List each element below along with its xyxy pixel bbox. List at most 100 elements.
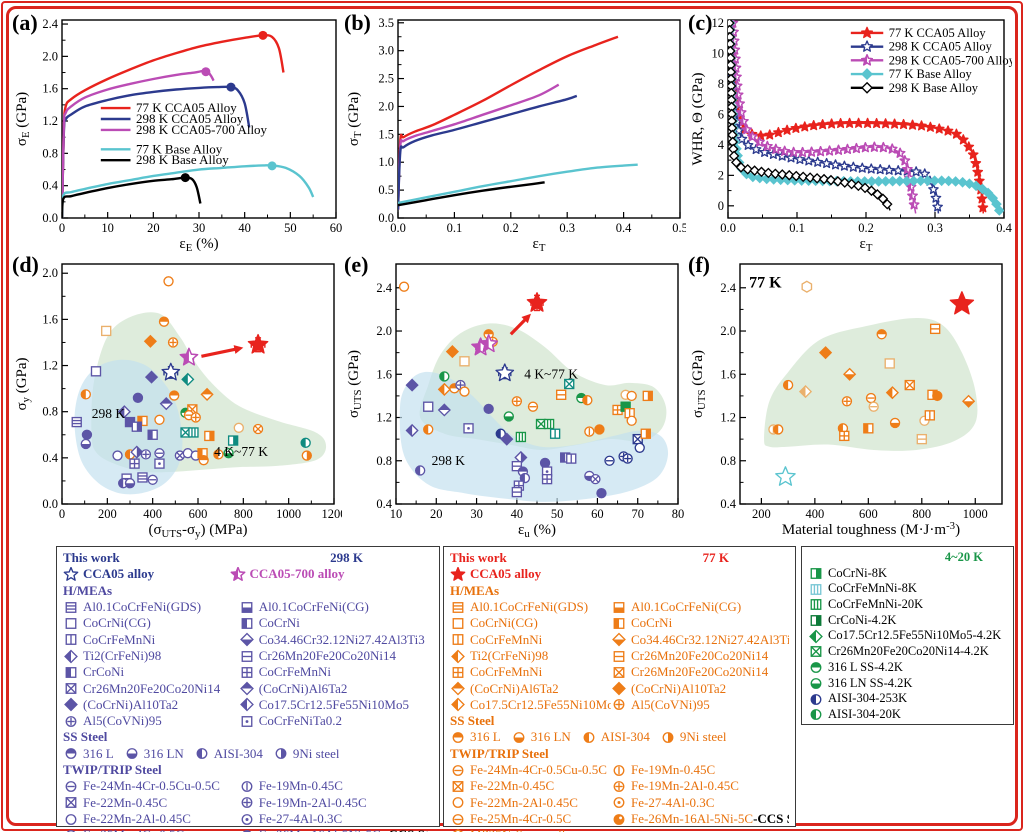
legend-box-298k: This work 298 K CCA05 alloy CCA05-700 alloy… bbox=[56, 546, 440, 832]
legend-entry: Ti2(CrFeNi)98 bbox=[450, 648, 611, 664]
square-vlines-marker-icon bbox=[810, 599, 822, 611]
square-vlines-marker-icon bbox=[810, 583, 822, 595]
svg-text:0.8: 0.8 bbox=[42, 146, 58, 160]
legend-entry: (CoCrNi)Al6Ta2 bbox=[450, 681, 611, 697]
legend-entry: CoCrFeMnNi-20K bbox=[808, 597, 1007, 613]
legend-entry: Fe-22Mn-2Al-0.45C bbox=[63, 811, 239, 827]
legend-entry: Cr26Mn20Fe20Co20Ni14 bbox=[611, 648, 789, 664]
svg-text:0.0: 0.0 bbox=[390, 221, 406, 235]
panel-label-c: (c) bbox=[688, 10, 713, 35]
legend-entry: Fe-26Mn-16Al-5Ni-5C-CCS Steel bbox=[611, 811, 789, 827]
legend-entry: Co17.5Cr12.5Fe55Ni10Mo5 bbox=[450, 697, 611, 713]
svg-text:2.0: 2.0 bbox=[720, 324, 736, 338]
panel-e: (e) 10 20 30 40 50 60 70 80 0.4 0.8 1.2 1.6 2.0 2.4 εu… bbox=[344, 252, 686, 550]
legend-entry-label: 316 LN SS-4.2K bbox=[828, 675, 913, 690]
svg-text:0: 0 bbox=[718, 199, 724, 213]
square-vbar-marker-icon bbox=[65, 634, 77, 646]
legend-entry: Fe-27-4Al-0.3C bbox=[239, 811, 433, 827]
square-right-marker-icon bbox=[810, 615, 822, 627]
circle-plus-marker-icon bbox=[613, 699, 625, 711]
svg-text:60: 60 bbox=[330, 221, 342, 235]
diamond-left-marker-icon bbox=[64, 649, 78, 663]
legend-temperature-label: 77 K bbox=[702, 550, 729, 565]
legend-entry: CoCrFeMnNi bbox=[450, 632, 611, 648]
legend-entry: 316 LN SS-4.2K bbox=[808, 676, 1007, 692]
svg-text:1.6: 1.6 bbox=[42, 82, 58, 96]
legend-entry: CoCrNi bbox=[239, 615, 433, 631]
legend-entry: Fe-22Mn-0.45C bbox=[63, 795, 239, 811]
legend-entry: Co17.5Cr12.5Fe55Ni10Mo5 bbox=[239, 697, 433, 713]
legend-entry-label: CoCrFeMnNi bbox=[258, 664, 331, 680]
legend-entry: Fe-24Mn-4Cr-0.5Cu-0.5C bbox=[63, 778, 239, 794]
legend-temperature-label: 298 K bbox=[330, 550, 363, 565]
legend-entry-label: CoCrFeMnNi bbox=[470, 631, 543, 647]
panel-label-a: (a) bbox=[12, 10, 38, 35]
legend-entry: Fe-24Mn-4Cr-0.5Cu-0.5C bbox=[450, 762, 611, 778]
figure-content: (a) 0 10 20 30 40 50 60 0.0 0.4 0.8 1.2 1.6 2.0 2.4 εE… bbox=[10, 10, 1016, 832]
circle-bottom-marker-icon bbox=[810, 677, 822, 689]
square-plus-marker-icon bbox=[452, 666, 464, 678]
chart-work-hardening-rate: 0.0 0.1 0.2 0.3 0.4 0 2 4 6 8 10 12 εT WHR, Θ (GPa) 77… bbox=[690, 16, 1016, 254]
legend-entry-label: 316 L bbox=[83, 745, 114, 761]
svg-text:2.5: 2.5 bbox=[378, 72, 394, 86]
circle-top-marker-icon bbox=[810, 662, 822, 674]
svg-text:10: 10 bbox=[101, 221, 114, 235]
square-open-marker-icon bbox=[65, 617, 77, 629]
svg-text:1.2: 1.2 bbox=[720, 411, 736, 425]
svg-text:77 K Base Alloy: 77 K Base Alloy bbox=[889, 67, 973, 81]
svg-text:0.0: 0.0 bbox=[720, 221, 736, 235]
svg-text:0.4: 0.4 bbox=[42, 179, 58, 193]
svg-text:0.4: 0.4 bbox=[996, 221, 1012, 235]
svg-text:0.0: 0.0 bbox=[42, 211, 58, 225]
square-hlines-marker-icon bbox=[65, 601, 77, 613]
legend-entry-label: AISI-304-253K bbox=[828, 691, 908, 706]
svg-text:4 K~77 K: 4 K~77 K bbox=[524, 366, 578, 381]
legend-entry-label: CrCoNi bbox=[83, 664, 125, 680]
svg-text:10: 10 bbox=[390, 507, 403, 521]
legend-entry: CoCrFeMnNi bbox=[63, 632, 239, 648]
circle-right-marker-icon bbox=[275, 748, 287, 760]
legend-entry-label: Fe-22Mn-0.45C bbox=[83, 794, 168, 810]
circle-bottom-marker-icon bbox=[126, 748, 138, 760]
legend-entry-label: Fe-25Mn-4Cr-0.5C bbox=[470, 811, 572, 826]
circle-bottom-marker-icon bbox=[513, 732, 525, 744]
svg-text:0.0: 0.0 bbox=[378, 211, 394, 225]
legend-entry-label: Co34.46Cr32.12Ni27.42Al3Ti3 bbox=[631, 631, 789, 647]
legend-entry: Fe-19Mn-0.45C bbox=[611, 762, 789, 778]
square-left-marker-icon bbox=[241, 617, 253, 629]
legend-entry-label: 9Ni steel bbox=[292, 745, 340, 761]
legend-entry-label: Fe-24Mn-4Cr-0.5Cu-0.5C bbox=[83, 778, 220, 794]
circle-left-marker-icon bbox=[810, 693, 822, 705]
svg-text:50: 50 bbox=[284, 221, 297, 235]
svg-text:200: 200 bbox=[752, 507, 771, 521]
legend-entry-label: CoCrNi(CG) bbox=[83, 615, 151, 631]
svg-text:0.3: 0.3 bbox=[559, 221, 575, 235]
svg-text:σE (GPa): σE (GPa) bbox=[14, 92, 32, 146]
legend-section-title: TWIP/TRIP Steel bbox=[63, 762, 162, 778]
circle-left-marker-icon bbox=[583, 732, 595, 744]
legend-entry-label: Fe-27-4Al-0.3C bbox=[631, 794, 715, 810]
chart-engineering-stress-strain: 0 10 20 30 40 50 60 0.0 0.4 0.8 1.2 1.6 2.0 2.4 εE (%)… bbox=[14, 17, 342, 254]
legend-entry: 316 L bbox=[450, 729, 501, 745]
legend-entry-label: Fe-19Mn-0.45C bbox=[631, 762, 716, 778]
square-open-marker-icon bbox=[452, 617, 464, 629]
panel-a: (a) 0 10 20 30 40 50 60 0.0 0.4 0.8 1.2 1.6 2.0 2.4 εE… bbox=[12, 10, 342, 254]
legend-entry-label: AISI-304 bbox=[213, 745, 263, 761]
legend-entry: Fe-25Mn-4Cr-0.5C bbox=[450, 811, 611, 827]
svg-text:0.4: 0.4 bbox=[42, 451, 58, 465]
legend-box-header: This work 77 K bbox=[450, 550, 789, 566]
legend-box-header: This work 298 K bbox=[63, 550, 433, 566]
legend-entry: CoCrNi(CG) bbox=[450, 615, 611, 631]
svg-text:298 K CCA05 Alloy: 298 K CCA05 Alloy bbox=[889, 40, 993, 54]
legend-entry-label: 316 L SS-4.2K bbox=[828, 659, 903, 674]
circle-minus-marker-icon bbox=[452, 764, 464, 776]
svg-text:298 K CCA05-700 Alloy: 298 K CCA05-700 Alloy bbox=[136, 122, 268, 137]
legend-this-work-title: This work bbox=[450, 550, 507, 565]
square-right-marker-icon bbox=[810, 568, 822, 579]
svg-text:1.6: 1.6 bbox=[376, 367, 392, 381]
legend-entry-label: Fe-19Mn-2Al-0.45C bbox=[258, 794, 367, 810]
svg-text:0.1: 0.1 bbox=[789, 221, 805, 235]
legend-entry: CCA05-700 alloy bbox=[230, 566, 434, 582]
square-left-marker-icon bbox=[613, 617, 625, 629]
